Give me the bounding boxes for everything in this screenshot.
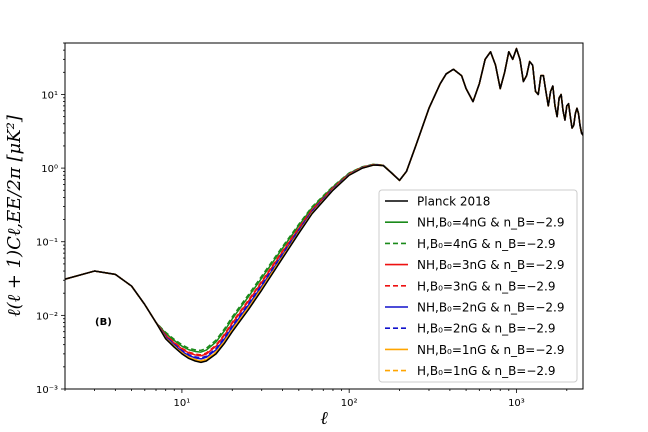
legend-entry: H,B₀=1nG & n_B=−2.9 (417, 364, 556, 378)
y-tick-label: 10⁻³ (36, 385, 58, 396)
y-tick-label: 10¹ (41, 90, 58, 101)
legend-entry: H,B₀=3nG & n_B=−2.9 (417, 279, 556, 293)
series-line-planck-2018 (65, 47, 583, 364)
x-tick-label: 10² (341, 398, 358, 409)
legend-entry: H,B₀=2nG & n_B=−2.9 (417, 322, 556, 336)
x-axis-title: ℓ (320, 408, 328, 429)
y-tick-label: 10⁻² (36, 311, 58, 322)
legend-entry: NH,B₀=3nG & n_B=−2.9 (417, 258, 564, 272)
legend-entry: NH,B₀=2nG & n_B=−2.9 (417, 301, 564, 315)
x-tick-label: 10³ (508, 398, 525, 409)
panel-label: (B) (95, 317, 112, 328)
y-axis-title: ℓ(ℓ + 1)Cℓ,EE/2π [μK²] (4, 114, 25, 317)
y-tick-label: 10⁰ (41, 164, 58, 175)
plot-frame (64, 42, 584, 390)
legend-entry: Planck 2018 (417, 195, 490, 209)
legend-entry: NH,B₀=1nG & n_B=−2.9 (417, 343, 564, 357)
axes-layer: 10¹ 10² 10³ 10⁻³ 10⁻² 10⁻¹ 10⁰ 10¹ (36, 42, 568, 409)
legend-entry: NH,B₀=4nG & n_B=−2.9 (417, 216, 564, 230)
legend-frame (378, 189, 578, 383)
x-tick-label: 10¹ (174, 398, 191, 409)
series-layer (65, 47, 583, 364)
legend-entry: H,B₀=4nG & n_B=−2.9 (417, 237, 556, 251)
y-tick-label: 10⁻¹ (36, 238, 58, 249)
legend: Planck 2018 NH,B₀=4nG & n_B=−2.9 H,B₀=4nG … (378, 189, 578, 383)
